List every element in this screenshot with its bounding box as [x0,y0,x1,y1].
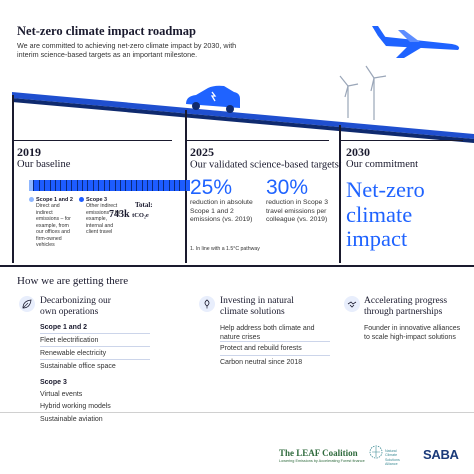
targets-label-text: Our validated science-based targets [190,159,339,171]
scope3-legend-desc: Other indirect emissions – for example, … [86,203,121,235]
page-title: Net-zero climate impact roadmap [17,24,196,38]
airplane-icon [372,26,460,58]
col1-item: Virtual events [40,391,83,398]
handshake-icon [344,296,360,312]
target1-percent: 25% [190,176,233,199]
netzero-line-1: Net-zero [346,177,425,202]
col2-item: Carbon neutral since 2018 [220,359,303,366]
netzero-line-3: impact [346,226,408,251]
col1-scope3-head: Scope 3 [40,379,67,386]
targets-label: Our validated science-based targets1 [190,159,342,171]
total-label: Total: [135,201,153,209]
commitment-year: 2030 [346,145,370,159]
footnote: 1. In line with a 1.5°C pathway [190,246,260,252]
col1-rule [40,333,150,334]
col3-heading-l2: through partnerships [364,307,443,317]
col1-scope12-head: Scope 1 and 2 [40,324,88,331]
leaf-hand-icon [199,296,215,312]
leaf-coalition-logo: The LEAF Coalition [279,448,358,458]
total-emissions: 743k tCO₂e [109,209,149,220]
footnote-mark: 1 [338,159,342,165]
ncs-alliance-logo-icon [369,445,383,459]
timeline-pole-2030 [339,125,341,263]
ncs-line-2: Climate [385,453,398,458]
baseline-label: Our baseline [17,159,71,170]
col2-item: Protect and rebuild forests [220,345,302,352]
scope12-legend-head: Scope 1 and 2 [36,197,73,203]
col3-item: Founder in innovative alliances to scale… [364,325,461,341]
col1-heading-l1: Decarbonizing our [40,296,111,306]
col1-item: Fleet electrification [40,337,99,344]
ncs-line-3: Solutions [385,457,400,462]
footer-divider [0,412,474,413]
col2-heading-l2: climate solutions [220,307,285,317]
commitment-label: Our commitment [346,159,419,170]
emissions-scale-bar [29,180,191,191]
col2-item: Help address both climate and nature cri… [220,325,315,341]
intro-text: We are committed to achieving net-zero c… [17,41,237,60]
target2-desc: reduction in Scope 3 travel emissions pe… [266,199,328,224]
leaf-reduction-icon [19,296,35,312]
scope3-legend-head: Scope 3 [86,197,108,203]
scope12-legend-desc: Direct and indirect emissions – for exam… [36,203,71,248]
electric-car-icon [186,85,240,113]
col2-rule [220,355,330,356]
col2-heading: Investing in natural climate solutions [220,296,294,318]
col3-heading: Accelerating progress through partnershi… [364,296,447,318]
target2-percent: 30% [266,176,309,199]
netzero-headline: Net-zero climate impact [346,177,425,252]
saba-logo: SABA [423,447,459,462]
col1-item: Hybrid working models [40,403,111,410]
scope12-legend: Scope 1 and 2 Direct and indirect emissi… [29,197,77,249]
total-unit: tCO₂e [132,212,149,219]
targets-year: 2025 [190,145,214,159]
scope12-dot [29,197,34,203]
wind-turbine-icon [339,65,387,120]
baseline-year: 2019 [17,145,41,159]
ncs-line-1: Natural [385,449,397,453]
scope3-dot [79,197,84,203]
section-divider [0,265,474,267]
col1-rule [40,346,150,347]
col1-item: Renewable electricity [40,350,107,357]
col1-heading-l2: own operations [40,307,99,317]
col2-heading-l1: Investing in natural [220,296,294,306]
leaf-coalition-tagline: Lowering Emissions by Accelerating Fores… [279,459,365,463]
ncs-line-4: Alliance [385,461,398,466]
col1-heading: Decarbonizing our own operations [40,296,111,318]
how-title: How we are getting there [17,275,129,287]
target1-desc: reduction in absolute Scope 1 and 2 emis… [190,199,253,224]
col1-rule [40,359,150,360]
col1-item: Sustainable aviation [40,416,103,423]
scope3-legend: Scope 3 Other indirect emissions – for e… [79,197,123,236]
total-value: 743k [109,209,130,220]
ncs-alliance-logo: Natural Climate Solutions Alliance [385,449,400,466]
netzero-line-2: climate [346,201,413,227]
timeline-pole-2019 [12,95,14,263]
col3-heading-l1: Accelerating progress [364,296,448,306]
col2-rule [220,341,330,342]
col1-item: Sustainable office space [40,363,116,370]
